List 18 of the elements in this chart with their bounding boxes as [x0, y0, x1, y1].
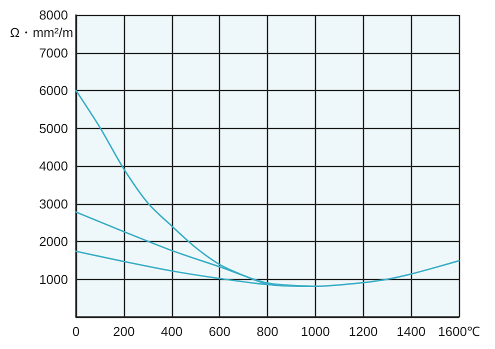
- x-tick-label: 1600℃: [438, 324, 480, 339]
- y-tick-label: 8000: [39, 8, 68, 22]
- x-tick-label: 600: [208, 324, 230, 339]
- y-tick-label: 2000: [39, 234, 68, 249]
- y-axis-title: Ω・mm²/m: [10, 25, 74, 40]
- y-tick-label: 5000: [39, 120, 68, 136]
- x-tick-label: 1200: [348, 324, 378, 339]
- x-tick-label: 800: [256, 324, 278, 339]
- x-tick-label: 1400: [396, 324, 426, 339]
- y-tick-label: 1000: [39, 272, 68, 287]
- y-tick-label: 4000: [39, 158, 68, 174]
- x-tick-label: 0: [72, 324, 80, 339]
- y-tick-label: 6000: [39, 83, 68, 98]
- x-tick-label: 400: [160, 324, 183, 339]
- x-tick-label: 1000: [300, 324, 330, 339]
- y-tick-label: 7000: [39, 45, 68, 60]
- y-tick-label: 3000: [39, 196, 68, 212]
- x-tick-label: 200: [113, 324, 135, 339]
